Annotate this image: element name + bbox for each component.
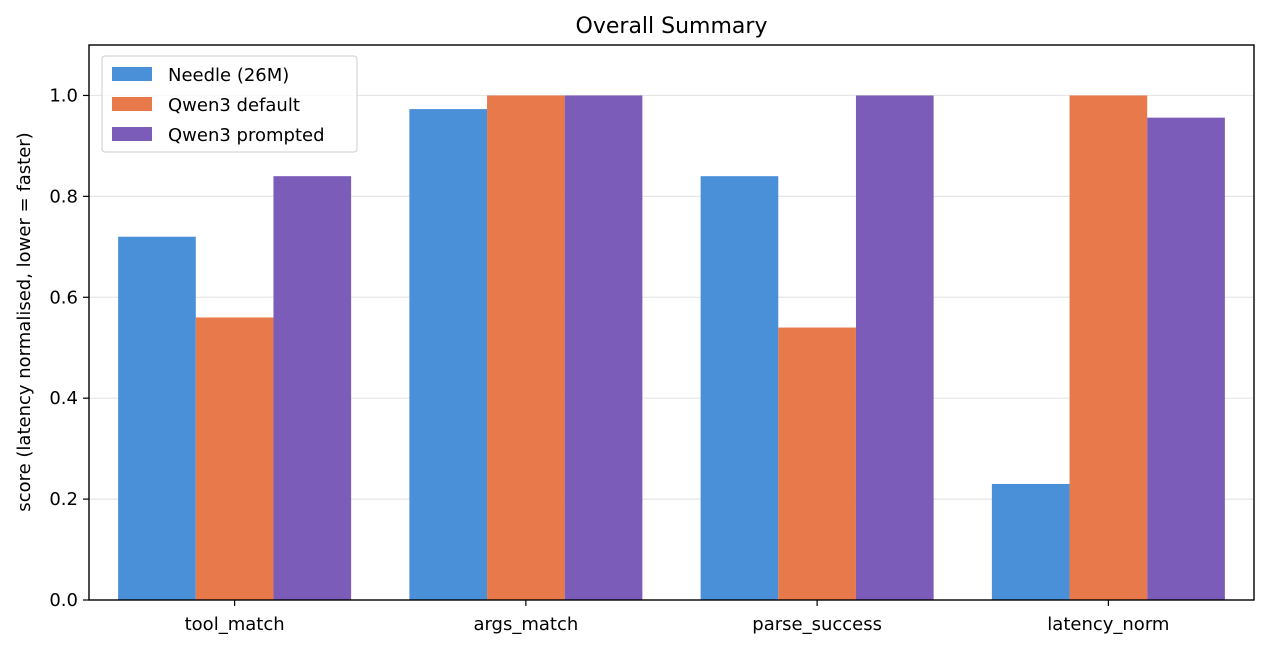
bars	[118, 95, 1225, 601]
legend-label-qwen3-prompted: Qwen3 prompted	[168, 125, 325, 146]
legend-swatch-qwen3-prompted	[112, 127, 152, 141]
bar-0-1	[195, 317, 274, 600]
bar-0-0	[118, 236, 196, 600]
x-axis: tool_match args_match parse_success latency…	[185, 600, 1169, 635]
y-tick-label-0: 0.0	[49, 590, 78, 611]
y-tick-label-4: 0.8	[49, 186, 78, 207]
x-tick-label-0: tool_match	[185, 614, 285, 635]
bar-2-0	[700, 176, 779, 600]
x-tick-label-1: args_match	[473, 614, 578, 635]
y-tick-label-2: 0.4	[49, 388, 78, 409]
legend-swatch-qwen3-default	[112, 97, 152, 111]
plot-frame	[88, 44, 1255, 601]
bar-1-0	[409, 109, 488, 600]
y-tick-label-5: 1.0	[49, 85, 78, 106]
bar-2-1	[778, 327, 856, 600]
y-tick-label-3: 0.6	[49, 287, 78, 308]
y-tick-label-1: 0.2	[49, 489, 78, 510]
x-tick-label-2: parse_success	[752, 614, 882, 635]
y-axis-label: score (latency normalised, lower = faste…	[14, 132, 35, 511]
bar-3-0	[991, 483, 1070, 600]
bar-2-2	[855, 95, 934, 601]
legend: Needle (26M) Qwen3 default Qwen3 prompte…	[101, 55, 358, 153]
bar-1-1	[487, 95, 565, 601]
bar-3-1	[1069, 95, 1148, 601]
legend-label-qwen3-default: Qwen3 default	[168, 95, 300, 116]
bar-1-2	[564, 95, 643, 601]
chart-title: Overall Summary	[576, 14, 768, 39]
bar-0-2	[273, 176, 352, 600]
legend-box	[101, 55, 358, 153]
y-axis: 0.0 0.2 0.4 0.6 0.8 1.0	[49, 85, 89, 611]
bar-3-2	[1147, 117, 1225, 601]
legend-label-needle: Needle (26M)	[168, 65, 289, 86]
legend-swatch-needle	[112, 67, 152, 81]
x-tick-label-3: latency_norm	[1047, 614, 1169, 635]
